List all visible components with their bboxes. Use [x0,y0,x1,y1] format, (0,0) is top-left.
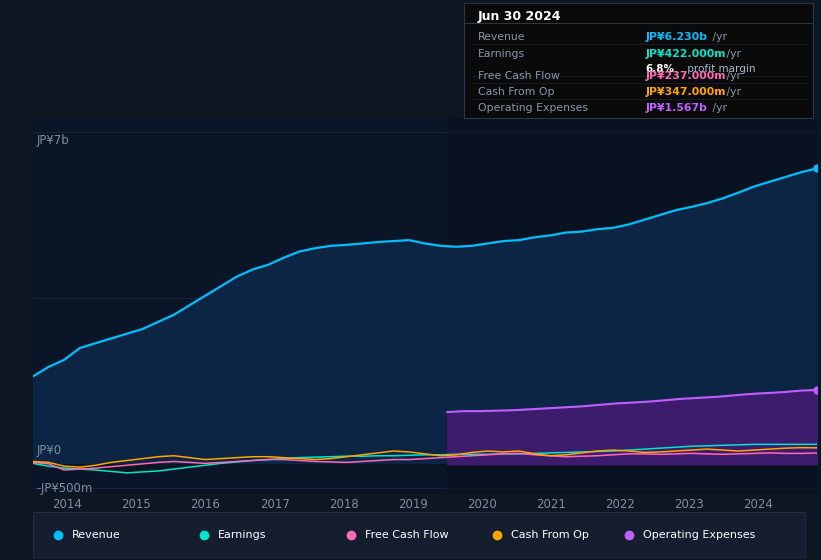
Text: /yr: /yr [722,87,741,97]
Text: JP¥422.000m: JP¥422.000m [645,49,726,59]
Text: Earnings: Earnings [218,530,267,540]
Text: JP¥1.567b: JP¥1.567b [645,104,707,114]
Text: Operating Expenses: Operating Expenses [643,530,754,540]
Text: Operating Expenses: Operating Expenses [478,104,588,114]
Text: /yr: /yr [722,49,741,59]
Text: Earnings: Earnings [478,49,525,59]
Text: 6.8%: 6.8% [645,64,674,74]
Text: -JP¥500m: -JP¥500m [36,482,93,496]
Text: JP¥237.000m: JP¥237.000m [645,71,726,81]
Text: JP¥0: JP¥0 [36,444,62,457]
Text: /yr: /yr [709,104,727,114]
Text: /yr: /yr [722,71,741,81]
Text: Jun 30 2024: Jun 30 2024 [478,10,562,23]
Text: Cash From Op: Cash From Op [478,87,554,97]
Text: Revenue: Revenue [71,530,120,540]
Text: Free Cash Flow: Free Cash Flow [478,71,560,81]
Text: JP¥347.000m: JP¥347.000m [645,87,726,97]
Text: Revenue: Revenue [478,32,525,42]
Text: profit margin: profit margin [684,64,755,74]
Text: Free Cash Flow: Free Cash Flow [365,530,448,540]
Text: JP¥7b: JP¥7b [36,134,69,147]
Text: Cash From Op: Cash From Op [511,530,589,540]
Text: /yr: /yr [709,32,727,42]
Text: JP¥6.230b: JP¥6.230b [645,32,708,42]
Bar [447,118,817,493]
